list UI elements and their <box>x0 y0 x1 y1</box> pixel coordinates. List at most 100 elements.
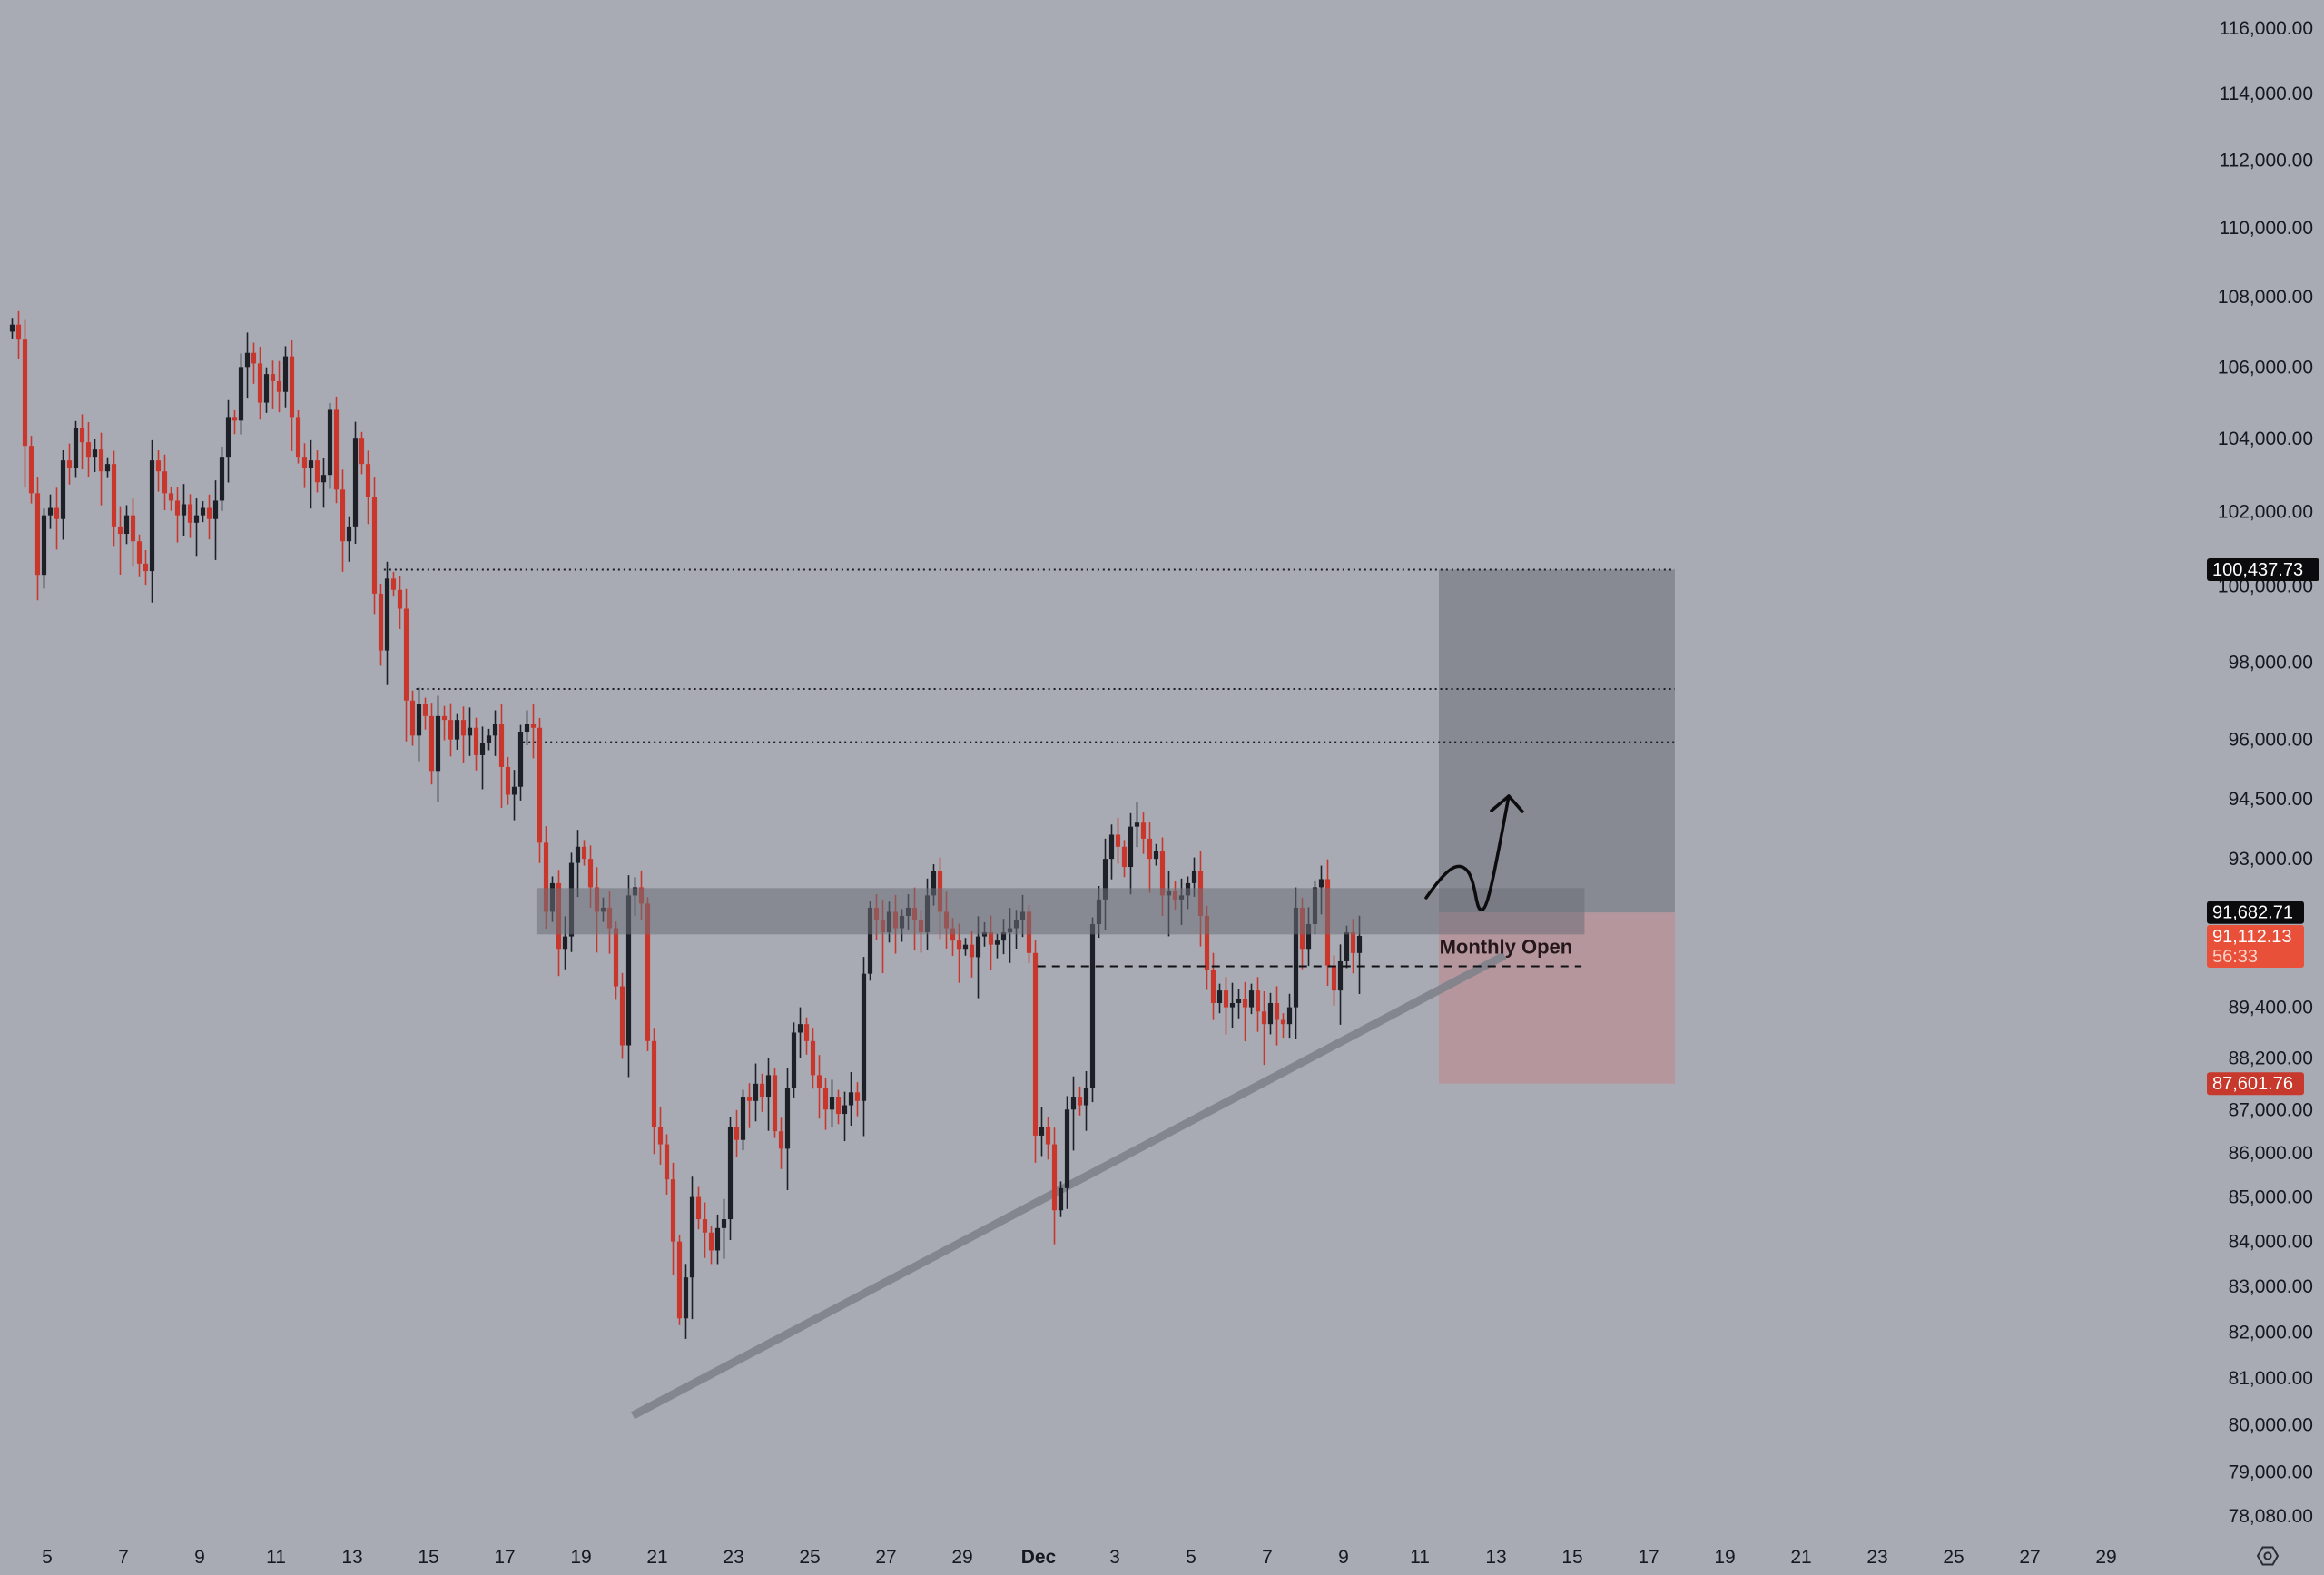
candle-body <box>1159 851 1166 896</box>
candle-body <box>428 715 435 772</box>
candle <box>454 713 460 750</box>
candle-body <box>54 507 60 519</box>
candle <box>47 494 54 529</box>
candle-body <box>727 1127 734 1220</box>
candle-body <box>1305 923 1312 950</box>
candle-body <box>956 940 962 950</box>
price-tick-label: 116,000.00 <box>2219 18 2313 39</box>
candle-body <box>416 704 422 736</box>
candle-body <box>931 871 937 896</box>
time-tick-label: 5 <box>1186 1547 1196 1568</box>
candle <box>200 501 206 523</box>
arrow-head-icon <box>1490 794 1524 813</box>
candle <box>238 353 244 435</box>
candle-body <box>276 380 282 392</box>
candle-body <box>98 449 104 472</box>
candle <box>359 431 365 475</box>
candle <box>759 1073 765 1112</box>
time-tick-label: 23 <box>723 1547 743 1568</box>
candle <box>1077 1086 1083 1116</box>
candle <box>136 534 143 577</box>
candle-body <box>454 720 460 740</box>
time-axis[interactable]: 5 7 9 11 13 15 17 19 21 23 25 27 29 Dec 3 5 7 9 11 13 15 17 19… <box>42 1547 2117 1568</box>
price-tick-label: 110,000.00 <box>2219 218 2313 239</box>
candle-body <box>28 446 34 494</box>
candle-body <box>257 363 263 403</box>
candle <box>28 436 34 504</box>
candle <box>962 938 969 956</box>
candle <box>670 1162 676 1276</box>
candle-body <box>1064 1109 1070 1188</box>
candle-body <box>149 460 155 572</box>
candle-body <box>734 1127 740 1140</box>
settings-icon[interactable] <box>2256 1546 2280 1566</box>
candle-body <box>66 460 73 468</box>
candle-body <box>123 515 130 535</box>
candle <box>1229 982 1236 1029</box>
candle <box>505 756 511 805</box>
candle-body <box>759 1083 765 1098</box>
candle-body <box>314 460 320 483</box>
countdown-timer: 56:33 <box>2212 947 2258 967</box>
candle-body <box>15 324 22 340</box>
candle <box>816 1055 822 1119</box>
candle-body <box>581 846 587 860</box>
candle <box>92 438 98 472</box>
time-tick-label: 23 <box>1866 1547 1887 1568</box>
candle <box>219 446 225 511</box>
candle-body <box>772 1075 778 1132</box>
candle <box>613 921 619 1000</box>
candle <box>79 414 85 470</box>
candle <box>708 1226 714 1265</box>
candle <box>530 704 537 759</box>
candle <box>85 421 92 477</box>
candle <box>244 332 251 399</box>
time-tick-label: 25 <box>799 1547 820 1568</box>
candle <box>1070 1076 1077 1151</box>
candle-body <box>492 724 498 736</box>
price-tags: 100,437.7391,682.7191,112.1356:3387,601.… <box>2207 558 2319 1096</box>
candle <box>441 705 448 741</box>
candle-body <box>346 526 352 542</box>
candle-body <box>384 578 390 651</box>
candle-body <box>460 720 467 736</box>
candle <box>1261 991 1267 1066</box>
price-tick-label: 84,000.00 <box>2229 1232 2313 1253</box>
time-tick-label: 9 <box>194 1547 205 1568</box>
price-axis[interactable]: 116,000.00 114,000.00 112,000.00 110,000.00… <box>2218 18 2313 1527</box>
price-tick-label: 80,000.00 <box>2229 1415 2313 1436</box>
candle <box>371 477 378 615</box>
candle <box>289 340 295 451</box>
candle <box>352 421 359 544</box>
time-tick-label: 15 <box>418 1547 438 1568</box>
candle-body <box>797 1024 803 1033</box>
candle <box>746 1083 753 1128</box>
candle-body <box>295 417 301 458</box>
candle-body <box>867 907 873 974</box>
candle-body <box>714 1227 721 1251</box>
price-tick-label: 100,000.00 <box>2218 576 2313 597</box>
time-tick-label: Dec <box>1021 1547 1057 1568</box>
candle-body <box>479 743 486 755</box>
candle-body <box>73 428 79 468</box>
candle <box>829 1079 835 1127</box>
candle <box>276 360 282 413</box>
candle-body <box>371 497 378 594</box>
candle-body <box>231 417 238 421</box>
price-tick-label: 78,080.00 <box>2229 1506 2313 1527</box>
candle <box>702 1202 708 1258</box>
price-tick-label: 82,000.00 <box>2229 1322 2313 1343</box>
candle-body <box>981 932 988 937</box>
candle-body <box>1356 936 1363 953</box>
candle-body <box>162 471 168 494</box>
candle-body <box>130 515 136 542</box>
candle-body <box>92 449 98 458</box>
candle-body <box>1032 952 1039 1136</box>
time-tick-label: 17 <box>1638 1547 1659 1568</box>
time-tick-label: 7 <box>118 1547 129 1568</box>
candle-body <box>1045 1127 1051 1145</box>
candle-body <box>988 932 994 945</box>
candle-body <box>816 1075 822 1088</box>
